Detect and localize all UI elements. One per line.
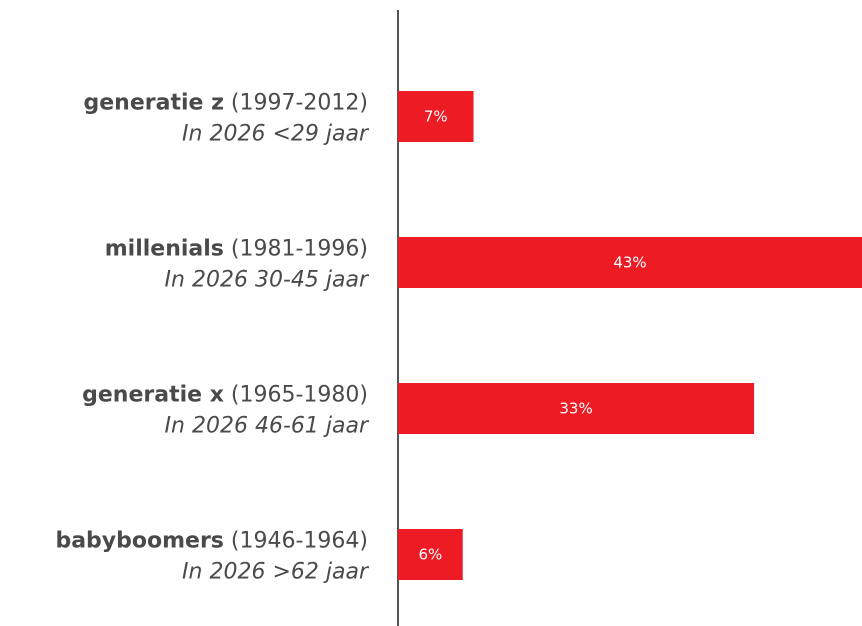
- bar: [398, 383, 755, 434]
- category-name: babyboomers: [55, 529, 223, 554]
- category-years: (1965-1980): [231, 383, 368, 408]
- category-subtitle: In 2026 30-45 jaar: [165, 268, 370, 293]
- value-label: 43%: [613, 254, 646, 272]
- category-subtitle: In 2026 <29 jaar: [182, 122, 370, 147]
- category-label: generatie x (1965-1980): [82, 383, 368, 408]
- category-label: babyboomers (1946-1964): [55, 529, 368, 554]
- value-label: 7%: [424, 108, 448, 126]
- category-years: (1946-1964): [231, 529, 368, 554]
- category-name: millenials: [105, 237, 224, 262]
- category-name: generatie z: [84, 91, 224, 116]
- category-label: generatie z (1997-2012): [84, 91, 368, 116]
- bar: [398, 529, 463, 580]
- value-label: 33%: [559, 400, 592, 418]
- bar: [398, 237, 862, 288]
- category-subtitle: In 2026 46-61 jaar: [165, 414, 370, 439]
- category-label: millenials (1981-1996): [105, 237, 368, 262]
- value-label: 6%: [418, 546, 442, 564]
- category-name: generatie x: [82, 383, 224, 408]
- category-years: (1997-2012): [231, 91, 368, 116]
- category-years: (1981-1996): [231, 237, 368, 262]
- category-subtitle: In 2026 >62 jaar: [182, 560, 370, 585]
- bar: [398, 91, 474, 142]
